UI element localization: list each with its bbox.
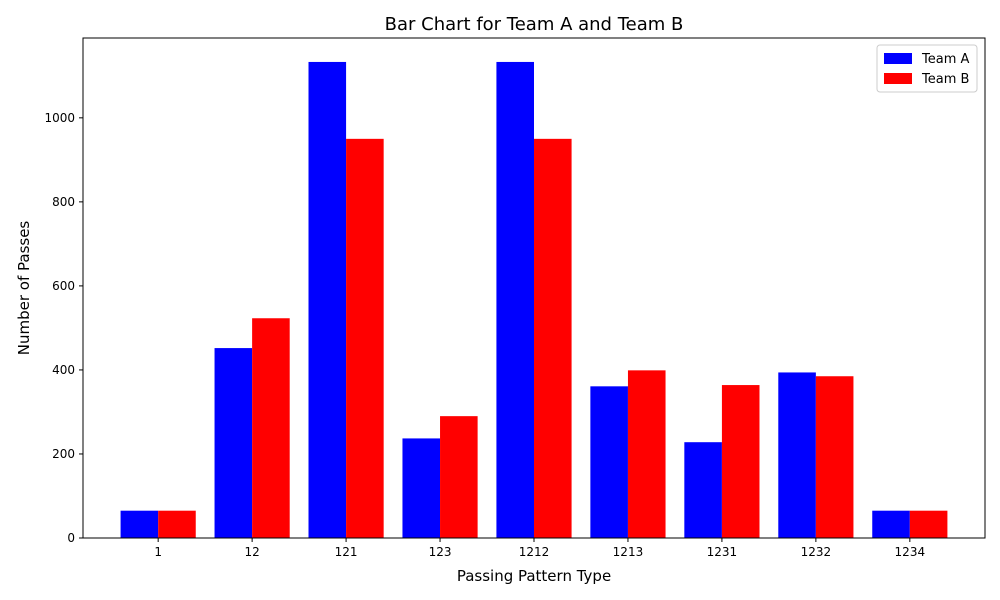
x-tick-label-1234: 1234 [895, 545, 926, 559]
bar-team-b-1232 [815, 376, 854, 538]
x-tick-label-121: 121 [335, 545, 358, 559]
legend-swatch-team-b [884, 73, 912, 84]
bar-team-b-1 [158, 510, 196, 538]
y-tick-label-800: 800 [52, 195, 75, 209]
y-axis-label: Number of Passes [15, 221, 33, 356]
bar-team-a-1232 [778, 372, 816, 538]
plot-area: 0 200 400 600 800 1000 1 12 121 123 1212 1213 1231 12… [44, 37, 986, 559]
bar-team-b-121 [346, 138, 384, 538]
bar-team-a-1 [120, 510, 159, 538]
bar-team-b-1212 [534, 138, 572, 538]
legend-label-team-a: Team A [921, 52, 969, 67]
bar-team-b-12 [252, 318, 290, 538]
x-tick-label-12: 12 [244, 545, 259, 559]
legend-label-team-b: Team B [921, 72, 969, 87]
bar-team-b-123 [440, 416, 478, 538]
bar-team-a-1213 [590, 386, 628, 538]
x-tick-label-1213: 1213 [613, 545, 644, 559]
y-tick-label-1000: 1000 [44, 111, 75, 125]
bar-team-a-123 [402, 438, 441, 538]
chart-title: Bar Chart for Team A and Team B [385, 14, 684, 35]
y-tick-label-0: 0 [67, 531, 75, 545]
bar-team-a-12 [214, 348, 253, 538]
x-tick-label-123: 123 [429, 545, 452, 559]
bar-team-a-1234 [872, 510, 910, 538]
bar-team-a-1231 [684, 442, 722, 538]
bar-team-b-1231 [721, 385, 760, 538]
x-tick-label-1232: 1232 [801, 545, 832, 559]
bar-team-a-1212 [496, 61, 534, 538]
y-tick-label-600: 600 [52, 279, 75, 293]
x-tick-label-1231: 1231 [707, 545, 738, 559]
bar-team-b-1213 [627, 370, 666, 538]
legend-swatch-team-a [884, 53, 912, 64]
bar-team-b-1234 [909, 510, 948, 538]
y-tick-label-400: 400 [52, 363, 75, 377]
x-tick-label-1: 1 [154, 545, 162, 559]
x-tick-label-1212: 1212 [519, 545, 550, 559]
x-axis-label: Passing Pattern Type [457, 567, 611, 585]
y-tick-label-200: 200 [52, 447, 75, 461]
bar-team-a-121 [308, 61, 347, 538]
legend: Team A Team B [876, 44, 978, 93]
